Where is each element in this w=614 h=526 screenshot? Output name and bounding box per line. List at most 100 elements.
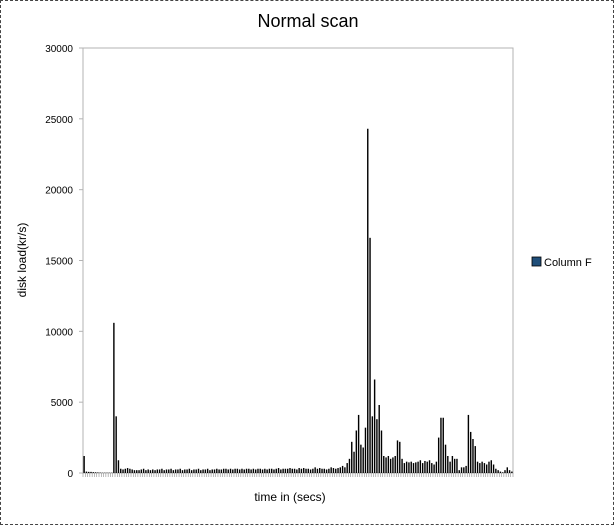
bar — [408, 462, 409, 473]
bar — [365, 428, 366, 473]
bar — [298, 468, 299, 473]
bar — [129, 469, 130, 473]
bar — [248, 469, 249, 473]
bar — [308, 469, 309, 473]
bar — [463, 467, 464, 473]
bar — [443, 418, 444, 473]
bar — [500, 472, 501, 473]
bar — [145, 470, 146, 473]
bar — [147, 469, 148, 473]
bar — [230, 469, 231, 473]
bar — [170, 469, 171, 473]
bar — [175, 469, 176, 473]
bar — [395, 456, 396, 473]
bar — [337, 468, 338, 473]
bar — [118, 460, 119, 473]
bar — [310, 469, 311, 473]
y-tick-label: 15000 — [45, 257, 73, 268]
bar — [228, 469, 229, 473]
bar — [131, 469, 132, 473]
bar — [461, 467, 462, 473]
bar — [413, 463, 414, 473]
bar — [191, 470, 192, 473]
bar — [385, 457, 386, 473]
plot-area — [83, 48, 513, 473]
bar — [447, 456, 448, 473]
bar — [351, 442, 352, 473]
bar — [436, 462, 437, 473]
bar — [422, 463, 423, 473]
bar — [186, 469, 187, 473]
bar — [276, 469, 277, 473]
bar — [285, 469, 286, 473]
bar — [406, 462, 407, 473]
bar — [93, 472, 94, 473]
bar — [404, 463, 405, 473]
bar — [303, 468, 304, 473]
bar — [475, 446, 476, 473]
bar — [115, 416, 116, 473]
y-tick-label: 0 — [67, 469, 73, 480]
bar — [333, 468, 334, 473]
bar — [502, 472, 503, 473]
bar — [246, 469, 247, 473]
bar — [376, 419, 377, 473]
bar — [481, 462, 482, 473]
bar — [163, 470, 164, 473]
bar — [319, 468, 320, 473]
bar — [427, 462, 428, 473]
bar — [459, 470, 460, 473]
bar — [83, 456, 84, 473]
bar — [465, 466, 466, 473]
bar — [218, 469, 219, 473]
bar — [271, 469, 272, 473]
bar — [202, 469, 203, 473]
bar — [205, 469, 206, 473]
bar — [294, 469, 295, 473]
bar — [287, 469, 288, 473]
bar — [486, 465, 487, 474]
bar — [239, 469, 240, 473]
bar — [353, 452, 354, 473]
bar — [495, 469, 496, 473]
bar — [189, 469, 190, 473]
legend-swatch-column-f — [532, 257, 541, 266]
bar — [381, 431, 382, 474]
x-axis-ticks — [83, 473, 513, 477]
bar — [452, 456, 453, 473]
bar — [431, 463, 432, 473]
bar — [282, 469, 283, 473]
bar — [241, 469, 242, 473]
bar — [177, 469, 178, 473]
bar — [367, 129, 368, 473]
bar — [301, 469, 302, 473]
y-tick-label: 25000 — [45, 115, 73, 126]
chart-title: Normal scan — [257, 11, 358, 31]
bar — [182, 470, 183, 473]
bar — [429, 460, 430, 473]
y-tick-label: 5000 — [51, 398, 74, 409]
bar — [511, 472, 512, 473]
bar — [161, 469, 162, 473]
bar — [449, 462, 450, 473]
bar — [292, 469, 293, 473]
bar — [321, 469, 322, 473]
bar — [454, 459, 455, 473]
bar — [214, 469, 215, 473]
bar — [312, 469, 313, 473]
bar — [122, 469, 123, 473]
bar — [234, 469, 235, 473]
bar — [143, 469, 144, 473]
bar — [383, 456, 384, 473]
bar — [173, 470, 174, 473]
bar — [438, 438, 439, 473]
bar — [470, 432, 471, 473]
bar — [378, 405, 379, 473]
bar — [200, 470, 201, 473]
bar — [479, 463, 480, 473]
bar — [166, 469, 167, 473]
bar — [269, 469, 270, 473]
bar — [330, 467, 331, 473]
bar — [362, 448, 363, 474]
